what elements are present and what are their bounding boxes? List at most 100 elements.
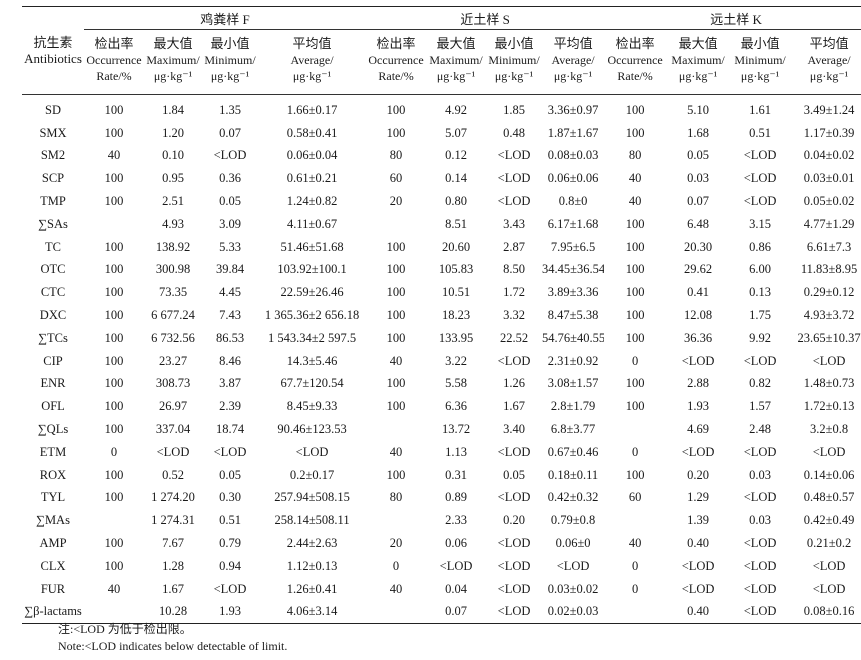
sub-header-en-line2: μg·kg⁻¹ (153, 69, 193, 83)
cell-f-maximum: 2.51 (162, 194, 184, 209)
cell-f-occurrence: 100 (104, 558, 124, 573)
antibiotic-name: ROX (39, 467, 67, 482)
cell-s-maximum: 0.89 (445, 490, 467, 505)
cell-s-average: 3.89±3.36 (547, 285, 599, 300)
cell-k-minimum: 0.82 (749, 376, 772, 391)
cell-k-minimum: 0.51 (749, 125, 772, 140)
cell-k-maximum: <LOD (681, 581, 715, 596)
sub-header-s-minimum: 最小值 Minimum/μg·kg⁻¹ (486, 29, 543, 95)
table-row: TYL 100 1 274.20 0.30 257.94±508.15 80 0.89 <LO… (22, 487, 861, 510)
cell-k-minimum: <LOD (743, 148, 777, 163)
cell-f-maximum: 0.52 (162, 467, 184, 482)
cell-s-maximum: 1.13 (445, 444, 467, 459)
cell-f-average: 67.7±120.54 (280, 376, 344, 391)
sub-header-zh: 检出率 (376, 36, 416, 51)
cell-s-minimum: 0.48 (503, 125, 525, 140)
table-row: AMP 100 7.67 0.79 2.44±2.63 20 0.06 <LOD 0.06±0 4… (22, 532, 861, 555)
cell-k-average: <LOD (812, 581, 846, 596)
antibiotic-name: SD (45, 102, 61, 117)
cell-f-occurrence: 40 (107, 148, 121, 163)
cell-f-maximum: 138.92 (155, 239, 191, 254)
cell-s-minimum: <LOD (497, 171, 531, 186)
cell-s-occurrence: 100 (386, 330, 406, 345)
cell-k-occurrence (604, 418, 666, 441)
sub-header-row: 检出率 Occurrence Rate/% 最大值 Maximum/μg·kg⁻¹ 最小值… (22, 29, 861, 95)
table-row: ∑MAs 1 274.31 0.51 258.14±508.11 2.33 0.20 0.7… (22, 509, 861, 532)
cell-f-occurrence: 0 (110, 444, 118, 459)
cell-s-occurrence (366, 509, 426, 532)
cell-s-average: 3.08±1.57 (547, 376, 599, 391)
cell-f-minimum: 5.33 (219, 239, 241, 254)
cell-s-maximum: 5.58 (445, 376, 467, 391)
table-row: ∑β-lactams 10.28 1.93 4.06±3.14 0.07 <LOD 0.02… (22, 601, 861, 624)
cell-k-maximum: 0.07 (687, 194, 710, 209)
sub-header-en-line1: Minimum/ (734, 53, 786, 67)
cell-s-occurrence: 20 (389, 194, 403, 209)
antibiotic-name: AMP (39, 536, 67, 551)
sub-header-zh: 检出率 (94, 36, 134, 51)
footnote-zh: 注:<LOD 为低于检出限。 (58, 622, 192, 636)
cell-k-occurrence: 100 (625, 376, 645, 391)
cell-s-minimum: 0.20 (503, 513, 525, 528)
cell-s-occurrence (366, 213, 426, 236)
cell-s-maximum: 0.12 (445, 148, 467, 163)
table-row: FUR 40 1.67 <LOD 1.26±0.41 40 0.04 <LOD 0.03±0.0… (22, 578, 861, 601)
cell-f-average: 22.59±26.46 (280, 285, 344, 300)
table-row: OFL 100 26.97 2.39 8.45±9.33 100 6.36 1.67 2.8±1… (22, 395, 861, 418)
table-row: DXC 100 6 677.24 7.43 1 365.36±2 656.18 100 18… (22, 304, 861, 327)
cell-s-average: 0.03±0.02 (547, 581, 599, 596)
cell-s-maximum: 0.07 (445, 604, 467, 619)
cell-f-occurrence: 100 (104, 102, 124, 117)
cell-s-occurrence: 60 (389, 171, 403, 186)
cell-f-occurrence: 100 (104, 262, 124, 277)
cell-s-occurrence: 100 (386, 262, 406, 277)
antibiotic-name: CTC (40, 285, 66, 300)
cell-k-average: 1.72±0.13 (803, 399, 855, 414)
cell-k-average: 6.61±7.3 (806, 239, 852, 254)
cell-k-occurrence: 100 (625, 262, 645, 277)
cell-k-maximum: 0.40 (687, 604, 710, 619)
table-row: ENR 100 308.73 3.87 67.7±120.54 100 5.58 1.26 3.… (22, 373, 861, 396)
cell-s-maximum: 0.14 (445, 171, 467, 186)
cell-k-occurrence: 100 (625, 285, 645, 300)
cell-s-minimum: 1.26 (503, 376, 525, 391)
cell-s-average: 0.67±0.46 (547, 444, 599, 459)
cell-s-maximum: 2.33 (445, 513, 467, 528)
footnote-en: Note:<LOD indicates below detectable of … (58, 639, 288, 653)
cell-f-minimum: 39.84 (215, 262, 245, 277)
sub-header-en-line1: Occurrence (607, 53, 663, 67)
table-row: SMX 100 1.20 0.07 0.58±0.41 100 5.07 0.48 1.87±1… (22, 122, 861, 145)
cell-s-occurrence: 20 (389, 536, 403, 551)
cell-k-average: 0.42±0.49 (803, 513, 855, 528)
cell-s-minimum: 0.05 (503, 467, 525, 482)
cell-k-maximum: <LOD (681, 558, 715, 573)
cell-k-average: 0.14±0.06 (803, 467, 855, 482)
antibiotic-name: ∑QLs (37, 422, 69, 437)
cell-k-occurrence: 40 (628, 171, 642, 186)
antibiotic-name: TC (45, 239, 61, 254)
cell-s-occurrence: 40 (389, 444, 403, 459)
cell-f-maximum: 26.97 (158, 399, 188, 414)
sub-header-k-average: 平均值 Average/μg·kg⁻¹ (790, 29, 861, 95)
cell-f-occurrence: 100 (104, 422, 124, 437)
cell-k-average: 1.48±0.73 (803, 376, 855, 391)
cell-s-average: 0.02±0.03 (547, 604, 599, 619)
cell-s-occurrence: 100 (386, 125, 406, 140)
group-header-f: 鸡粪样 F (84, 6, 367, 30)
cell-f-maximum: 300.98 (155, 262, 191, 277)
table-row: CLX 100 1.28 0.94 1.12±0.13 0 <LOD <LOD <LOD 0 <LO… (22, 555, 861, 578)
cell-k-minimum: <LOD (743, 490, 777, 505)
cell-s-occurrence: 0 (392, 558, 400, 573)
cell-f-maximum: 6 677.24 (151, 308, 195, 323)
cell-s-maximum: 0.06 (445, 536, 467, 551)
cell-f-average: 8.45±9.33 (286, 399, 338, 414)
sub-header-en-line2: μg·kg⁻¹ (210, 69, 250, 83)
cell-s-maximum: 133.95 (438, 330, 474, 345)
antibiotics-header-en: Antibiotics (24, 50, 82, 66)
cell-s-occurrence: 100 (386, 308, 406, 323)
cell-f-maximum: 1 274.31 (151, 513, 195, 528)
table-row: ∑SAs 4.93 3.09 4.11±0.67 8.51 3.43 6.17±1.68 10… (22, 213, 861, 236)
cell-f-maximum: 1.84 (162, 102, 184, 117)
cell-s-average: 6.17±1.68 (547, 216, 599, 231)
sub-header-en-line2: μg·kg⁻¹ (292, 69, 332, 83)
